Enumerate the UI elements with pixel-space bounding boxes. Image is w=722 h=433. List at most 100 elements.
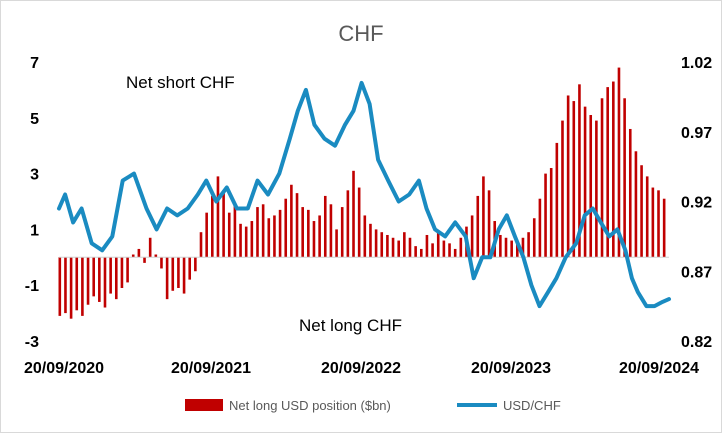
bar-mark: [448, 243, 451, 258]
legend: Net long USD position ($bn) USD/CHF: [185, 398, 561, 413]
bar-mark: [137, 248, 141, 258]
bar-mark: [391, 237, 395, 258]
bar-mark: [645, 176, 649, 258]
left-axis-tick-label: 3: [30, 167, 39, 184]
left-axis-tick-label: 5: [30, 111, 39, 128]
right-axis-ticks: 1.02 0.97 0.92 0.87 0.82: [681, 55, 712, 351]
bar-mark: [532, 218, 536, 258]
bar-mark: [256, 207, 259, 258]
bar-mark: [148, 237, 152, 258]
x-axis-tick-label: 20/09/2023: [471, 360, 551, 377]
bar-mark: [278, 209, 282, 258]
bar-mark: [58, 257, 62, 316]
bar-mark: [318, 215, 321, 258]
left-axis-tick-label: 7: [30, 55, 39, 72]
bar-mark: [453, 248, 457, 258]
bar-mark: [103, 257, 107, 308]
x-axis-ticks: 20/09/2020 20/09/2021 20/09/2022 20/09/2023…: [24, 360, 699, 377]
bar-mark: [414, 246, 417, 258]
left-axis-tick-label: -1: [25, 278, 39, 295]
bar-mark: [657, 190, 660, 258]
bar-mark: [662, 198, 666, 258]
bar-mark: [363, 215, 367, 258]
left-axis-ticks: 7 5 3 1 -1 -3: [25, 55, 39, 351]
bar-mark: [634, 151, 638, 258]
bar-mark: [335, 229, 338, 258]
bar-mark: [98, 257, 101, 302]
bar-mark: [369, 223, 372, 258]
bar-mark: [374, 229, 378, 258]
bar-mark: [188, 257, 192, 280]
bar-mark: [357, 187, 361, 258]
bar-mark: [544, 173, 547, 258]
bar-mark: [510, 240, 513, 258]
bar-mark: [583, 106, 587, 258]
bar-mark: [612, 81, 615, 258]
legend-bar-label: Net long USD position ($bn): [229, 398, 391, 413]
right-axis-tick-label: 0.87: [681, 264, 712, 281]
bar-mark: [284, 198, 288, 258]
bar-mark: [538, 198, 542, 258]
bar-mark: [521, 237, 525, 258]
bar-mark: [516, 243, 519, 258]
bar-mark: [617, 67, 621, 258]
legend-bar-swatch: [185, 399, 223, 411]
left-axis-tick-label: -3: [25, 334, 39, 351]
bar-mark: [442, 240, 446, 258]
bar-mark: [233, 204, 237, 258]
bar-mark: [205, 212, 208, 258]
bar-mark: [380, 232, 384, 258]
x-axis-tick-label: 20/09/2021: [171, 360, 251, 377]
bar-mark: [623, 98, 626, 258]
bar-mark: [589, 115, 593, 258]
bar-mark: [595, 120, 598, 258]
bar-mark: [482, 176, 485, 258]
bar-mark: [600, 98, 604, 258]
bar-mark: [64, 257, 67, 314]
bar-mark: [487, 190, 491, 258]
bar-mark: [216, 176, 220, 258]
bar-mark: [408, 237, 412, 258]
bar-mark: [499, 234, 502, 258]
bar-mark: [470, 215, 474, 258]
bar-mark: [606, 87, 609, 258]
right-axis-tick-label: 0.82: [681, 334, 712, 351]
bar-mark: [504, 237, 508, 258]
bar-mark: [222, 190, 225, 258]
legend-line-label: USD/CHF: [503, 398, 561, 413]
bar-mark: [555, 142, 559, 258]
bar-mark: [267, 218, 271, 258]
bar-mark: [572, 101, 576, 258]
bar-mark: [476, 195, 480, 258]
bar-mark: [290, 184, 293, 258]
bar-mark: [329, 204, 333, 258]
bar-mark: [295, 193, 299, 258]
bar-mark: [165, 257, 169, 300]
bar-mark: [244, 226, 248, 258]
bar-mark: [425, 234, 429, 258]
bar-mark: [386, 234, 389, 258]
bar-mark: [109, 257, 112, 294]
bar-mark: [114, 257, 118, 300]
bar-mark: [75, 257, 79, 311]
bar-mark: [250, 221, 254, 258]
bar-mark: [419, 248, 423, 258]
bar-mark: [352, 170, 355, 258]
annotation-net-short: Net short CHF: [126, 73, 235, 92]
x-axis-tick-label: 20/09/2024: [619, 360, 699, 377]
bar-mark: [154, 254, 158, 258]
bar-mark: [239, 223, 242, 258]
bar-mark: [459, 237, 463, 258]
bar-mark: [69, 257, 73, 319]
chart-title: CHF: [338, 21, 383, 46]
bar-mark: [566, 95, 570, 258]
bar-mark: [323, 195, 327, 258]
bar-mark: [403, 232, 406, 258]
bar-mark: [81, 257, 84, 316]
bar-series: [58, 67, 666, 319]
bar-mark: [171, 257, 175, 291]
annotation-net-long: Net long CHF: [299, 316, 402, 335]
bar-mark: [578, 84, 581, 258]
left-axis-tick-label: 1: [30, 222, 39, 239]
